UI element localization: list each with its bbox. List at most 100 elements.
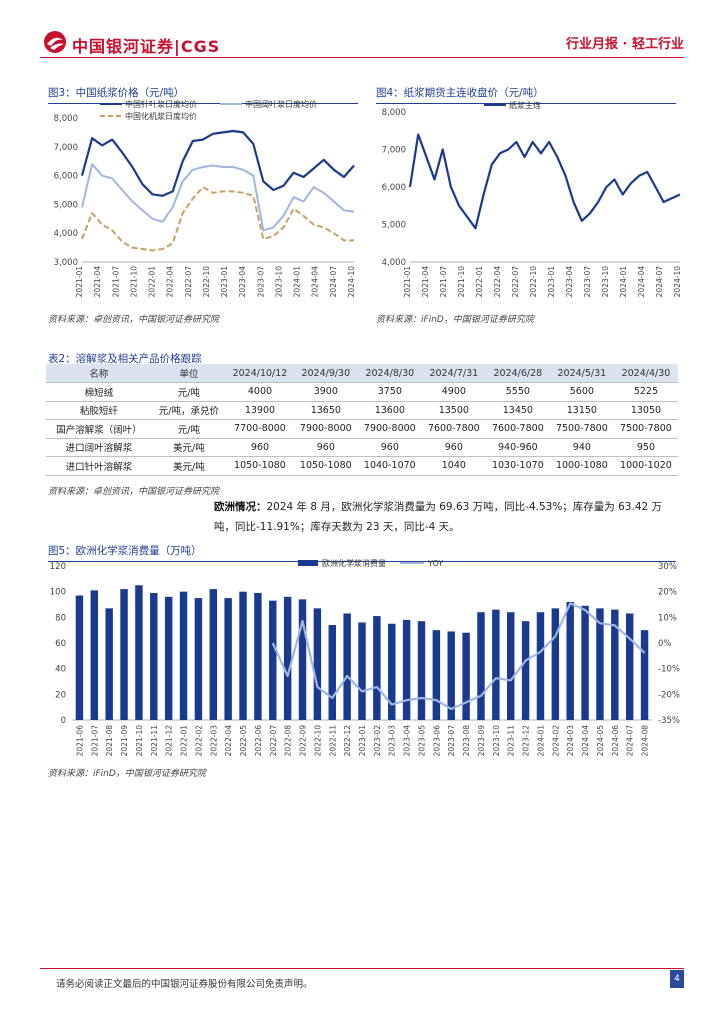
fig4-source: 资料来源：iFinD，中国银河证券研究院 — [376, 315, 534, 325]
consumption-bar — [566, 601, 574, 720]
legend-label: 中国阔叶浆日度均价 — [245, 99, 317, 109]
x-tick-label: 2022-04 — [493, 266, 502, 298]
x-tick-label: 2024-10 — [673, 266, 682, 298]
table-header-cell: 单位 — [151, 364, 227, 383]
price-table: 名称 单位 2024/10/12 2024/9/30 2024/8/30 202… — [46, 364, 678, 476]
table-cell: 960 — [226, 438, 294, 457]
x-tick-label: 2023-06 — [432, 725, 441, 757]
fig5-source: 资料来源：iFinD，中国银河证券研究院 — [48, 769, 206, 779]
fig5-title-box: 图5：欧洲化学浆消费量（万吨） — [48, 539, 676, 562]
x-tick-label: 2024-04 — [311, 266, 320, 298]
x-tick-label: 2021-04 — [421, 266, 430, 298]
table-cell: 进口阔叶溶解浆 — [46, 438, 152, 457]
consumption-bar — [477, 612, 485, 720]
table-header-cell: 名称 — [46, 364, 152, 383]
x-tick-label: 2024-01 — [619, 266, 628, 298]
consumption-bar — [462, 632, 470, 720]
table-cell: 1050-1080 — [226, 456, 294, 476]
page-number: 4 — [670, 970, 684, 988]
x-tick-label: 2024-05 — [596, 725, 605, 757]
x-tick-label: 2022-10 — [529, 266, 538, 298]
consumption-bar — [432, 630, 441, 720]
x-tick-label: 2022-09 — [299, 725, 308, 757]
table2-title: 表2：溶解浆及相关产品价格跟踪 — [48, 353, 202, 365]
table-cell: 5600 — [549, 382, 614, 402]
x-tick-label: 2024-07 — [655, 266, 664, 298]
footer-divider — [40, 968, 684, 969]
table-cell: 1000-1080 — [549, 456, 614, 476]
fig3-source: 资料来源：卓创资讯，中国银河证券研究院 — [48, 315, 220, 325]
consumption-bar — [209, 589, 217, 720]
y2-tick-label: 0% — [658, 639, 672, 649]
x-tick-label: 2023-07 — [583, 266, 592, 298]
consumption-bar — [105, 608, 113, 720]
x-tick-label: 2023-08 — [462, 725, 471, 757]
table-header-cell: 2024/9/30 — [293, 364, 358, 383]
table-header-row: 名称 单位 2024/10/12 2024/9/30 2024/8/30 202… — [46, 364, 678, 383]
y-tick-label: 5,000 — [382, 221, 406, 231]
y2-tick-label: 20% — [658, 588, 677, 598]
y2-tick-label: 30% — [658, 562, 677, 572]
consumption-bar — [313, 608, 322, 720]
x-tick-label: 2024-02 — [551, 725, 560, 757]
consumption-bar — [388, 623, 396, 720]
x-tick-label: 2023-01 — [547, 266, 556, 298]
table-header-cell: 2024/7/31 — [421, 364, 486, 383]
x-tick-label: 2022-01 — [475, 266, 484, 298]
table-cell: 3750 — [357, 382, 422, 402]
y-tick-label: 7,000 — [54, 143, 78, 153]
x-tick-label: 2021-01 — [75, 266, 84, 298]
footer-disclaimer: 请务必阅读正文最后的中国银河证券股份有限公司免责声明。 — [56, 979, 313, 990]
table-cell: 13450 — [485, 401, 550, 420]
y-tick-label: 5,000 — [54, 200, 78, 210]
x-tick-label: 2024-03 — [566, 725, 575, 757]
report-type: 行业月报 · 轻工行业 — [566, 37, 684, 52]
table-cell: 960 — [421, 438, 486, 457]
cgs-logo-icon — [42, 30, 68, 54]
consumption-bar — [373, 616, 381, 720]
legend-swatch — [298, 560, 318, 566]
fig4-title: 图4：纸浆期货主连收盘价（元/吨） — [376, 87, 544, 99]
x-tick-label: 2024-04 — [637, 266, 646, 298]
table-cell: 13600 — [357, 401, 422, 420]
consumption-bar — [447, 631, 455, 720]
consumption-bar — [239, 591, 247, 720]
table2-container: 名称 单位 2024/10/12 2024/9/30 2024/8/30 202… — [46, 364, 678, 476]
table-header-cell: 2024/6/28 — [485, 364, 550, 383]
table-cell: 粘胶短纤 — [46, 401, 152, 420]
table-cell: 7900-8000 — [357, 419, 422, 439]
x-tick-label: 2021-10 — [135, 725, 144, 757]
table-cell: 7500-7800 — [613, 419, 678, 439]
fig4-chart: 4,000 5,000 6,000 7,000 8,000 2021-01 2021-04 2… — [382, 100, 682, 298]
consumption-bar — [596, 608, 604, 720]
x-tick-label: 2021-08 — [105, 725, 114, 757]
consumption-bar — [194, 598, 203, 720]
x-tick-label: 2024-08 — [641, 725, 650, 757]
fig3-title-box: 图3：中国纸浆价格（元/吨） — [48, 81, 358, 104]
y-tick-label: 60 — [55, 639, 66, 649]
table-cell: 1050-1080 — [293, 456, 358, 476]
consumption-bar — [179, 591, 188, 720]
x-tick-label: 2023-09 — [477, 725, 486, 757]
consumption-bar — [417, 621, 426, 720]
x-tick-label: 2023-05 — [417, 725, 426, 757]
consumption-bar — [328, 625, 336, 720]
fig3-chart: 3,000 4,000 5,000 6,000 7,000 8,000 2021-01 202… — [54, 99, 356, 298]
legend-label: 中国化机浆日度均价 — [125, 111, 197, 121]
y-tick-label: 80 — [55, 613, 66, 623]
table-cell: 4000 — [226, 382, 294, 402]
consumption-bar — [150, 592, 158, 720]
table-cell: 13900 — [226, 401, 294, 420]
consumption-bar — [551, 608, 560, 720]
consumption-bar — [298, 599, 307, 720]
consumption-bar — [164, 596, 173, 720]
yoy-line — [271, 602, 646, 711]
table-cell: 5225 — [613, 382, 678, 402]
table-cell: 940 — [549, 438, 614, 457]
table-cell: 4900 — [421, 382, 486, 402]
consumption-bar — [254, 592, 262, 720]
x-tick-label: 2022-12 — [343, 725, 352, 757]
table-header-cell: 2024/8/30 — [357, 364, 422, 383]
x-tick-label: 2021-04 — [93, 266, 102, 298]
y-tick-label: 4,000 — [382, 258, 406, 268]
